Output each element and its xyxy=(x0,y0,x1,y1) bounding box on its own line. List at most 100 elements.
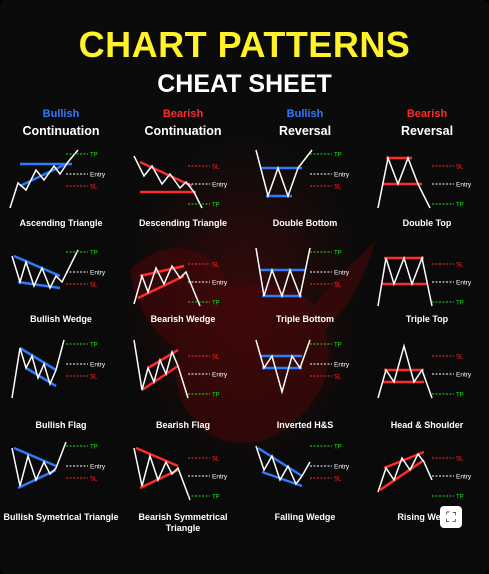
tp-label: TP xyxy=(212,301,220,307)
pattern-card: Entry TP SL Rising Wedge xyxy=(366,440,488,550)
entry-label: Entry xyxy=(90,362,106,369)
pattern-card: Entry TP SL Bullish Flag xyxy=(0,338,122,448)
entry-label: Entry xyxy=(212,280,228,287)
pattern-card: Entry TP SL Ascending Triangle xyxy=(0,148,122,258)
trendline-upper xyxy=(135,446,179,468)
tp-label: TP xyxy=(334,343,342,349)
column-header-3: Bearish Reversal xyxy=(366,108,488,138)
price-path xyxy=(377,343,433,399)
tp-label: TP xyxy=(334,445,342,451)
column-kind: Bullish xyxy=(286,108,324,120)
trendline-upper xyxy=(257,446,303,478)
pattern-chart-icon: Entry TP SL xyxy=(255,247,350,299)
tp-label: TP xyxy=(212,203,220,209)
sl-label: SL xyxy=(334,185,342,191)
column-type: Continuation xyxy=(22,124,100,138)
sl-label: SL xyxy=(334,477,342,483)
price-path xyxy=(255,339,311,395)
price-path xyxy=(255,445,311,486)
entry-label: Entry xyxy=(334,362,350,369)
pattern-card: Entry TP SL Bullish Symetrical Triangle xyxy=(0,440,122,550)
column-header-2: Bullish Reversal xyxy=(244,108,366,138)
pattern-chart-icon: Entry TP SL xyxy=(11,339,106,399)
sl-label: SL xyxy=(90,185,98,191)
tp-label: TP xyxy=(212,393,220,399)
tp-label: TP xyxy=(212,495,220,501)
price-path xyxy=(377,155,431,209)
pattern-card: Entry TP SL Inverted H&S xyxy=(244,338,366,448)
tp-label: TP xyxy=(334,251,342,257)
entry-label: Entry xyxy=(334,172,350,179)
pattern-chart-icon: Entry TP SL xyxy=(9,149,106,209)
pattern-chart-icon: Entry TP SL xyxy=(133,339,228,399)
trendline-upper xyxy=(19,162,67,188)
pattern-name: Falling Wedge xyxy=(274,512,336,522)
pattern-name: Rising Wedge xyxy=(397,512,457,522)
pattern-card: Entry TP SL Falling Wedge xyxy=(244,440,366,550)
pattern-name: Bearish Symmetrical Triangle xyxy=(138,512,228,533)
pattern-name: Triple Top xyxy=(405,314,449,324)
tp-label: TP xyxy=(334,153,342,159)
column-type: Reversal xyxy=(400,124,454,138)
sl-label: SL xyxy=(334,283,342,289)
pattern-chart-icon: Entry TP SL xyxy=(255,445,350,488)
tp-label: TP xyxy=(90,343,98,349)
column-header-0: Bullish Continuation xyxy=(0,108,122,138)
sl-label: SL xyxy=(212,457,220,463)
column-type: Reversal xyxy=(278,124,332,138)
pattern-chart-icon: Entry TP SL xyxy=(11,441,106,490)
pattern-card: Entry TP SL Double Top xyxy=(366,148,488,258)
pattern-card: Entry TP SL Triple Top xyxy=(366,246,488,356)
price-path xyxy=(11,339,65,399)
pattern-name: Triple Bottom xyxy=(276,314,334,324)
trendline-upper xyxy=(19,346,57,372)
pattern-chart-icon: Entry TP SL xyxy=(133,263,228,307)
entry-label: Entry xyxy=(334,270,350,277)
trendline-lower xyxy=(139,264,185,278)
entry-label: Entry xyxy=(212,182,228,189)
pattern-card: Entry TP SL Descending Triangle xyxy=(122,148,244,258)
pattern-chart-icon: Entry TP SL xyxy=(377,155,472,209)
pattern-name: Head & Shoulder xyxy=(390,420,464,430)
bull-silhouette-icon xyxy=(130,240,375,443)
column-kind: Bearish xyxy=(406,108,448,120)
trendline-upper xyxy=(13,254,61,278)
pattern-name: Double Bottom xyxy=(272,218,338,228)
pattern-card: Entry TP SL Double Bottom xyxy=(244,148,366,258)
pattern-card: Entry TP SL Head & Shoulder xyxy=(366,338,488,448)
column-kind: Bullish xyxy=(42,108,80,120)
pattern-name: Bearish Flag xyxy=(155,420,211,430)
sl-label: SL xyxy=(212,165,220,171)
pattern-name: Double Top xyxy=(402,218,452,228)
entry-label: Entry xyxy=(212,372,228,379)
pattern-name: Bullish Flag xyxy=(35,420,87,430)
page-subtitle: CHEAT SHEET xyxy=(157,70,332,98)
price-path xyxy=(11,441,67,487)
column-kind: Bearish xyxy=(162,108,204,120)
pattern-card: Entry TP SL Bullish Wedge xyxy=(0,246,122,356)
tp-label: TP xyxy=(456,393,464,399)
sl-label: SL xyxy=(90,375,98,381)
price-path xyxy=(133,155,203,209)
entry-label: Entry xyxy=(90,464,106,471)
pattern-card: Entry TP SL Bearish Wedge xyxy=(122,246,244,356)
pattern-chart-icon: Entry TP SL xyxy=(133,155,228,209)
sl-label: SL xyxy=(456,165,464,171)
column-type: Continuation xyxy=(144,124,222,138)
pattern-card: Entry TP SL Bearish Symmetrical Triangle xyxy=(122,440,244,550)
sl-label: SL xyxy=(456,263,464,269)
pattern-chart-icon: Entry TP SL xyxy=(255,339,350,395)
sl-label: SL xyxy=(90,477,98,483)
trendline-upper xyxy=(379,458,425,492)
trendline-upper xyxy=(13,446,57,468)
pattern-card: Entry TP SL Triple Bottom xyxy=(244,246,366,356)
sl-label: SL xyxy=(212,263,220,269)
tp-label: TP xyxy=(456,301,464,307)
scan-text-icon[interactable]: ⛶ xyxy=(440,506,462,528)
entry-label: Entry xyxy=(212,474,228,481)
entry-label: Entry xyxy=(334,464,350,471)
entry-label: Entry xyxy=(456,372,472,379)
tp-label: TP xyxy=(456,203,464,209)
tp-label: TP xyxy=(456,495,464,501)
